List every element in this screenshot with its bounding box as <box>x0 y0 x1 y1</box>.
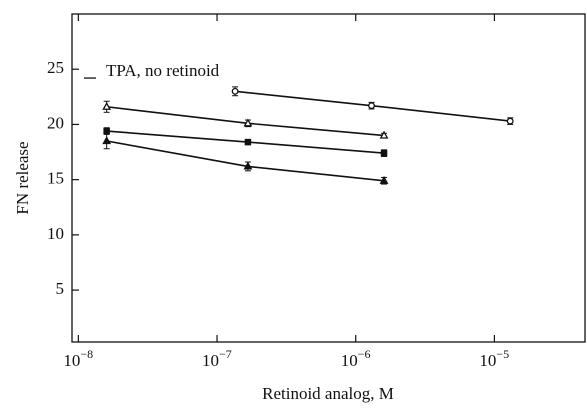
marker <box>244 138 252 146</box>
x-tick-label: 10 <box>341 351 358 370</box>
marker <box>231 87 239 95</box>
marker <box>243 161 253 170</box>
marker <box>102 136 112 145</box>
marker <box>380 149 388 157</box>
x-tick-exponent: −5 <box>496 347 509 361</box>
y-axis-label: FN release <box>13 141 32 214</box>
marker <box>368 102 375 110</box>
y-tick-label: 25 <box>47 58 64 77</box>
marker <box>243 118 253 127</box>
y-tick-label: 20 <box>47 113 64 132</box>
x-tick-label: 10 <box>202 351 219 370</box>
y-tick-label: 10 <box>47 224 64 243</box>
plot-frame <box>71 13 586 343</box>
marker <box>379 175 389 184</box>
series-line <box>106 105 385 137</box>
y-tick-label: 15 <box>47 169 64 188</box>
x-tick-label: 10 <box>479 351 496 370</box>
x-tick-exponent: −8 <box>80 347 93 361</box>
marker <box>102 101 112 110</box>
x-axis-label: Retinoid analog, M <box>262 384 394 403</box>
reference-label: TPA, no retinoid <box>106 61 220 80</box>
marker <box>379 130 389 139</box>
x-tick-exponent: −6 <box>358 347 371 361</box>
y-tick-label: 5 <box>56 279 65 298</box>
x-tick-exponent: −7 <box>219 347 232 361</box>
marker <box>506 117 514 125</box>
series-line <box>106 140 385 182</box>
x-tick-label: 10 <box>63 351 80 370</box>
